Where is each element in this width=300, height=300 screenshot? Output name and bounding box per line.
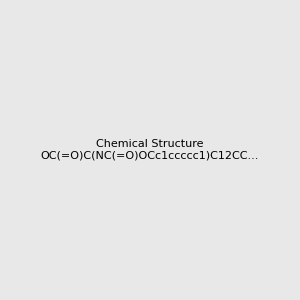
Text: Chemical Structure
OC(=O)C(NC(=O)OCc1ccccc1)C12CC...: Chemical Structure OC(=O)C(NC(=O)OCc1ccc… [41,139,259,161]
